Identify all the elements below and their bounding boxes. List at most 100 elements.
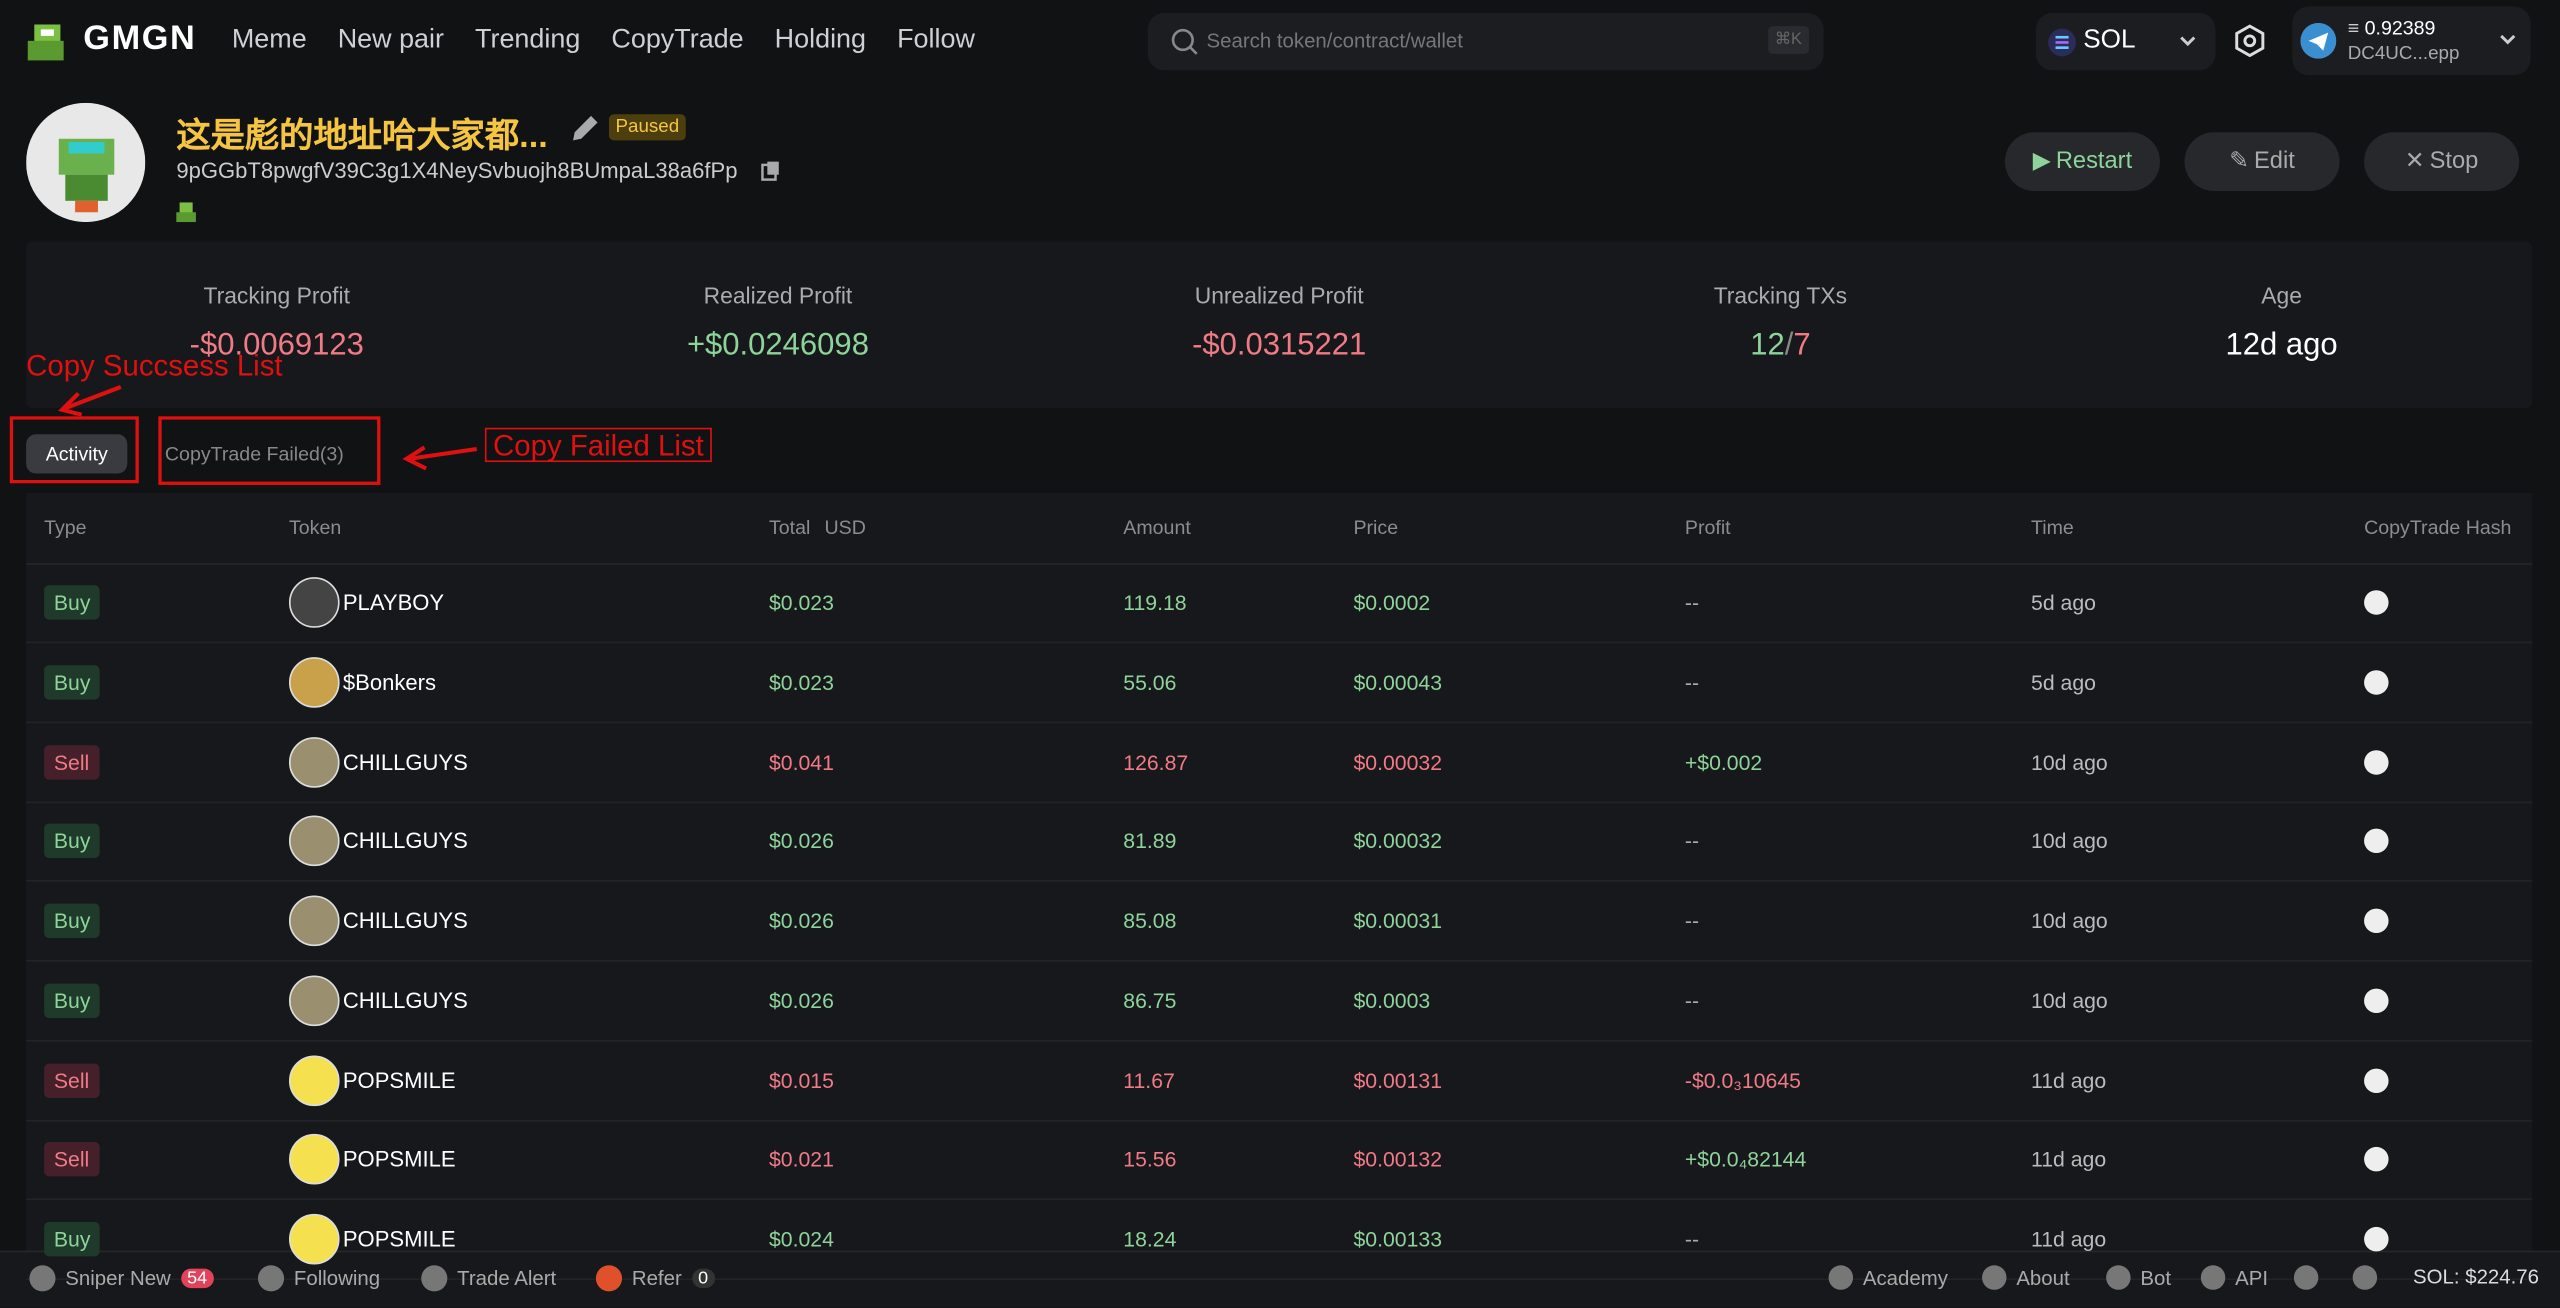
hash-icon[interactable]	[2364, 1226, 2389, 1252]
wallet-box[interactable]: ≡ 0.92389 DC4UC...epp	[2292, 6, 2531, 76]
profit: --	[1684, 590, 1700, 615]
hash-icon[interactable]	[2364, 908, 2389, 934]
footer-item[interactable]: API	[2200, 1265, 2269, 1290]
cell-value: $0.00132	[1353, 1147, 1443, 1172]
footer-item[interactable]: Refer 0	[595, 1265, 715, 1292]
cell-value: 81.89	[1123, 828, 1177, 854]
stat-number: 12d ago	[2225, 328, 2338, 363]
footer-label: Sniper New	[65, 1266, 171, 1290]
telegram-icon[interactable]	[2352, 1265, 2378, 1290]
footer-item[interactable]: Sniper New 54	[29, 1265, 214, 1292]
unit-toggle[interactable]: USD	[824, 515, 866, 539]
row-divider	[26, 641, 2533, 644]
cell-value: $0.041	[768, 749, 834, 774]
token-icon	[288, 577, 340, 628]
hash-icon[interactable]	[2364, 988, 2389, 1013]
footer-item[interactable]: Trade Alert	[421, 1265, 556, 1292]
settings-icon[interactable]	[2233, 24, 2266, 58]
tab[interactable]: CopyTrade Failed(3)	[164, 442, 344, 466]
column-header: Profit	[1684, 515, 1731, 539]
search-box[interactable]: Search token/contract/wallet ⌘K	[1147, 13, 1824, 71]
type-badge: Buy	[44, 903, 101, 938]
token-name[interactable]: POPSMILE	[342, 1067, 456, 1093]
shortcut: ⌘K	[1768, 26, 1809, 54]
token-icon	[288, 895, 340, 947]
stat-label: Age	[2261, 282, 2302, 309]
footer-label: About	[2016, 1266, 2070, 1289]
annotation: Copy Failed List	[484, 427, 712, 463]
action-button[interactable]: ✎ Edit	[2184, 132, 2340, 192]
hash-icon[interactable]	[2364, 1147, 2389, 1172]
cell-value: 126.87	[1123, 749, 1189, 774]
edit-icon[interactable]	[568, 113, 604, 146]
token-icon	[288, 736, 340, 787]
cell-value: $0.0003	[1353, 988, 1431, 1013]
row-divider	[26, 1119, 2533, 1121]
nav-link[interactable]: Holding	[774, 24, 867, 54]
token-name[interactable]: CHILLGUYS	[342, 828, 468, 854]
button-label: Restart	[2055, 148, 2133, 175]
nav-link[interactable]: CopyTrade	[611, 24, 744, 54]
stat-value: -$0.0069123	[32, 328, 522, 364]
column-header: Token	[288, 515, 342, 539]
row-divider	[26, 1198, 2533, 1201]
tab-active[interactable]: Activity	[26, 434, 128, 474]
hash-icon[interactable]	[2364, 590, 2389, 615]
token-name[interactable]: CHILLGUYS	[342, 988, 468, 1013]
nav-link[interactable]: New pair	[337, 24, 445, 54]
button-icon: ✕	[2404, 148, 2425, 175]
time: 10d ago	[2031, 749, 2108, 774]
profit: +$0.002	[1684, 749, 1763, 774]
token-name[interactable]: CHILLGUYS	[342, 908, 468, 934]
token-name[interactable]: $Bonkers	[342, 669, 436, 695]
token-name[interactable]: POPSMILE	[342, 1226, 456, 1252]
hash-icon[interactable]	[2364, 1067, 2389, 1093]
row-divider	[26, 800, 2533, 803]
hash-icon[interactable]	[2364, 828, 2389, 854]
column-header: CopyTrade Hash	[2364, 515, 2512, 539]
token-name[interactable]: CHILLGUYS	[342, 749, 468, 774]
column-divider	[26, 563, 2533, 565]
cell-value: $0.0002	[1353, 590, 1431, 615]
nav-link[interactable]: Follow	[897, 24, 975, 54]
footer-label: API	[2235, 1266, 2269, 1289]
x-icon[interactable]	[2293, 1265, 2319, 1290]
footer-item[interactable]: Following	[257, 1265, 380, 1292]
cell-value: 85.08	[1123, 908, 1177, 934]
footer-item[interactable]: Bot	[2106, 1265, 2171, 1290]
button-icon: ✎	[2229, 148, 2250, 175]
chain-select[interactable]: SOL	[2035, 13, 2216, 71]
cell-value: 15.56	[1123, 1147, 1177, 1172]
time: 11d ago	[2031, 1226, 2107, 1252]
hash-icon[interactable]	[2364, 669, 2389, 695]
type-badge: Sell	[44, 1062, 100, 1098]
footer-icon	[421, 1265, 448, 1292]
token-name[interactable]: PLAYBOY	[342, 590, 445, 615]
row-divider	[26, 959, 2533, 962]
footer-item[interactable]: About	[1982, 1265, 2070, 1290]
token-name[interactable]: POPSMILE	[342, 1147, 456, 1172]
nav-link[interactable]: Meme	[231, 24, 307, 54]
balance-value: 0.92389	[2364, 16, 2436, 40]
stat-value: 12/7	[1536, 328, 2026, 364]
nav-links: Meme New pair Trending CopyTrade Holding Foll…	[232, 24, 1006, 55]
copy-icon[interactable]	[761, 160, 781, 181]
cell-value: $0.00131	[1353, 1067, 1443, 1093]
cell-value: $0.026	[768, 988, 834, 1013]
stat-value: -$0.0315221	[1034, 328, 1524, 364]
profit: +$0.0₄82144	[1684, 1147, 1807, 1172]
nav-link[interactable]: Trending	[475, 24, 581, 54]
profit: --	[1684, 908, 1700, 934]
time: 10d ago	[2031, 988, 2108, 1013]
token-icon	[288, 656, 340, 708]
hash-icon[interactable]	[2364, 749, 2389, 774]
action-button[interactable]: ▶ Restart	[2004, 132, 2160, 192]
logo-text[interactable]: GMGN	[83, 19, 197, 58]
time: 10d ago	[2031, 828, 2108, 854]
footer-item[interactable]: Academy	[1828, 1265, 1948, 1290]
profit: --	[1684, 988, 1700, 1013]
chevron	[2500, 34, 2516, 45]
action-button[interactable]: ✕ Stop	[2364, 132, 2520, 192]
